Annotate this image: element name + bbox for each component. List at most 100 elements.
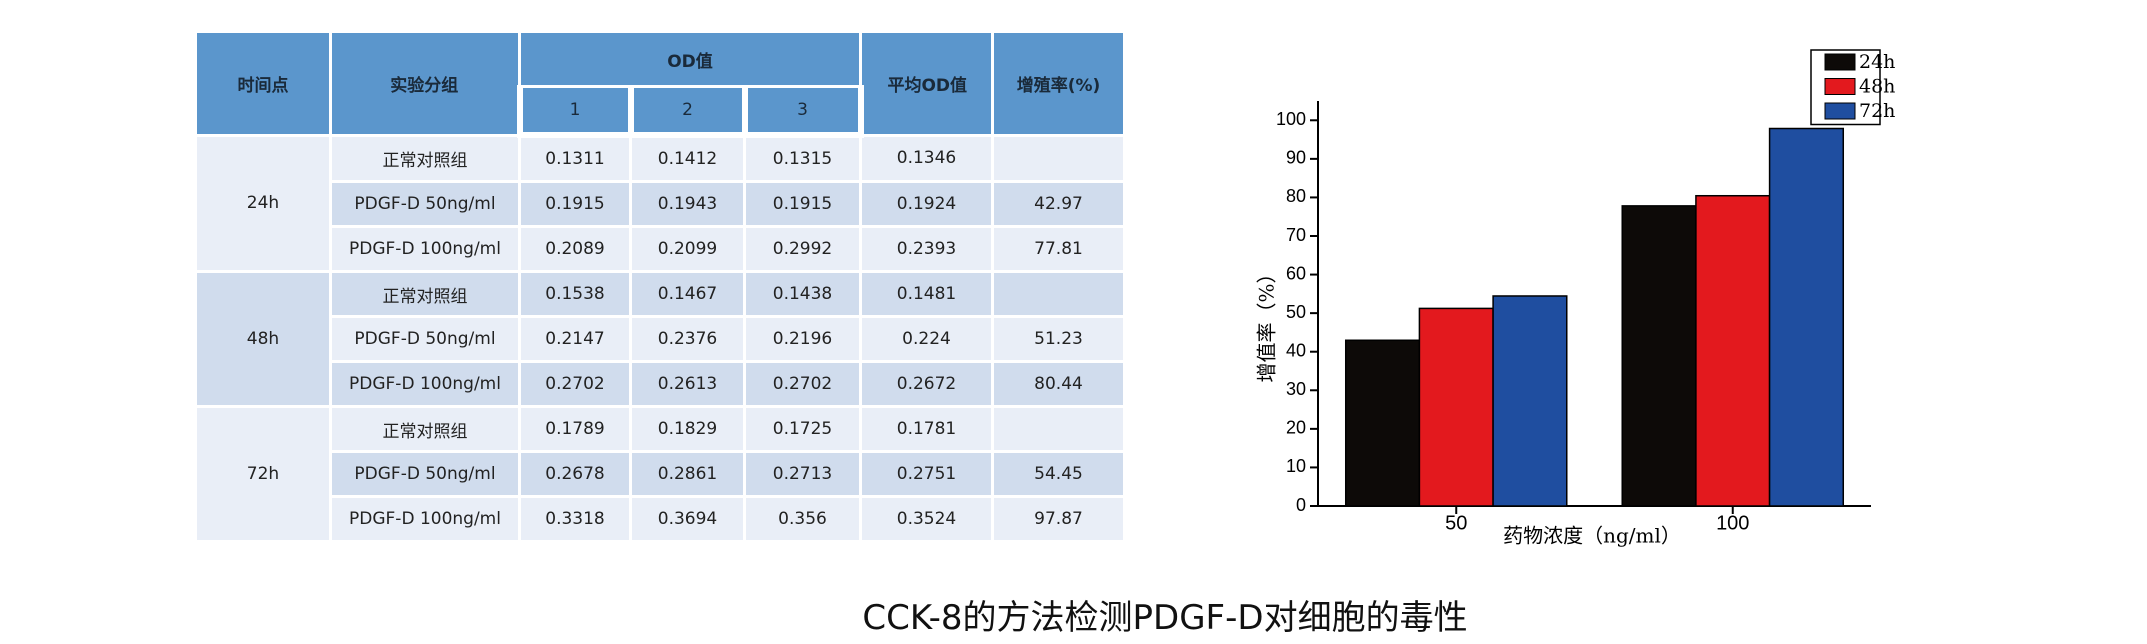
x-axis-label: 药物浓度（ng/ml） (1503, 524, 1681, 548)
table-cell: 0.1311 (518, 133, 632, 183)
table-cell (991, 133, 1127, 183)
table-cell: 0.2393 (859, 225, 995, 273)
y-tick-label: 100 (1276, 109, 1306, 129)
y-tick-label: 20 (1286, 418, 1306, 438)
legend-swatch (1824, 102, 1856, 120)
y-tick-label: 10 (1286, 456, 1306, 476)
y-tick-label: 70 (1286, 225, 1306, 245)
table-cell: 97.87 (991, 495, 1127, 543)
header-cell: 时间点 (194, 30, 332, 137)
table-cell: 0.224 (859, 315, 995, 363)
table-cell: 42.97 (991, 180, 1127, 228)
table-cell: 0.1915 (518, 180, 632, 228)
table-cell: 0.1467 (629, 270, 746, 318)
table-cell: 正常对照组 (329, 270, 521, 318)
header-cell: 增殖率(%) (991, 30, 1127, 137)
table-cell: 48h (194, 270, 332, 408)
y-axis-label: 增值率（%） (1255, 263, 1279, 382)
table-cell: 0.1725 (742, 405, 863, 453)
table-cell: 0.1924 (859, 180, 995, 228)
table-cell: 0.2702 (742, 360, 863, 408)
table-cell: PDGF-D 50ng/ml (329, 180, 521, 228)
table-cell: 0.1781 (859, 405, 995, 453)
table-cell (991, 270, 1127, 318)
bar (1621, 205, 1697, 507)
table-row: PDGF-D 50ng/ml 0.1915 0.1943 0.1915 0.1924 42… (196, 180, 1127, 228)
header-cell: 平均OD值 (859, 30, 995, 137)
table-cell: PDGF-D 100ng/ml (329, 360, 521, 408)
table-cell: 0.3694 (629, 495, 746, 543)
table-cell: 0.2751 (859, 450, 995, 498)
table-cell: 0.3318 (518, 495, 632, 543)
table-cell: 0.2613 (629, 360, 746, 408)
table-cell: 0.2672 (859, 360, 995, 408)
table-cell: 0.1789 (518, 405, 632, 453)
header-cell: 3 (741, 85, 864, 138)
table-cell: 0.2861 (629, 450, 746, 498)
y-tick-label: 40 (1286, 340, 1306, 360)
table-cell: 0.1315 (742, 133, 863, 183)
table-row: 48h 正常对照组 0.1538 0.1467 0.1438 0.1481 (194, 270, 1127, 408)
table-row: 24h 正常对照组 0.1311 0.1412 0.1315 0.1346 (194, 133, 1127, 273)
x-tick-label: 100 (1716, 512, 1749, 534)
table-cell: 0.2713 (742, 450, 863, 498)
table-cell: 0.1481 (859, 270, 995, 318)
caption: CCK-8的方法检测PDGF-D对细胞的毒性 (862, 598, 1468, 638)
table-cell: PDGF-D 50ng/ml (329, 450, 521, 498)
y-tick-label: 60 (1286, 263, 1306, 283)
table-cell: 72h (194, 405, 332, 543)
y-tick-label: 30 (1286, 379, 1306, 399)
y-tick-label: 80 (1286, 186, 1306, 206)
table-row: PDGF-D 50ng/ml 0.2678 0.2861 0.2713 0.2751 54… (196, 450, 1127, 498)
table-cell: PDGF-D 100ng/ml (329, 225, 521, 273)
legend-swatch (1824, 78, 1856, 95)
table-cell (991, 405, 1127, 453)
header-cell: 2 (627, 85, 748, 138)
table-cell: 54.45 (991, 450, 1127, 498)
table-cell: 0.2089 (518, 225, 632, 273)
y-tick-label: 0 (1296, 495, 1306, 515)
table-cell: 0.1943 (629, 180, 746, 228)
legend-label: 24h (1859, 51, 1895, 73)
header-cell: OD值 (517, 30, 863, 88)
table-cell: 0.1915 (742, 180, 863, 228)
table-cell: 0.2099 (629, 225, 746, 273)
x-tick-label: 50 (1445, 512, 1467, 534)
table-cell: 0.2196 (742, 315, 863, 363)
table-cell: 0.1346 (859, 133, 995, 183)
table-cell: 0.2376 (629, 315, 746, 363)
table-cell: PDGF-D 50ng/ml (329, 315, 521, 363)
legend-label: 48h (1859, 76, 1895, 98)
bar (1344, 339, 1421, 507)
table-cell: 正常对照组 (329, 405, 521, 453)
table-cell: 0.2678 (518, 450, 632, 498)
bar (1768, 127, 1845, 507)
table-row: PDGF-D 100ng/ml 0.2702 0.2613 0.2702 0.2672 8… (196, 360, 1127, 408)
table-cell: 0.2147 (518, 315, 632, 363)
table-row: PDGF-D 100ng/ml 0.3318 0.3694 0.356 0.3524 97… (196, 495, 1127, 543)
table-cell: 0.1538 (518, 270, 632, 318)
bar (1418, 307, 1494, 507)
header-cell: 实验分组 (329, 30, 521, 137)
table-cell: 正常对照组 (329, 133, 521, 183)
table-cell: 0.1438 (742, 270, 863, 318)
table-cell: 0.1412 (629, 133, 746, 183)
y-tick-label: 50 (1286, 302, 1306, 322)
table-cell: 0.356 (742, 495, 863, 543)
table-cell: 0.2992 (742, 225, 863, 273)
table-row: PDGF-D 100ng/ml 0.2089 0.2099 0.2992 0.2393 7… (196, 225, 1127, 273)
table-row: 72h 正常对照组 0.1789 0.1829 0.1725 0.1781 (194, 405, 1127, 543)
header-cell: 1 (516, 85, 634, 138)
table-cell: 24h (194, 133, 332, 273)
legend-swatch (1824, 53, 1856, 71)
table-cell: 51.23 (991, 315, 1127, 363)
table-cell: 0.2702 (518, 360, 632, 408)
bar (1695, 194, 1771, 507)
table-cell: 0.3524 (859, 495, 995, 543)
table-cell: 80.44 (991, 360, 1127, 408)
data-table: 时间点 实验分组 OD值 平均OD值 增殖率(%) 1 2 3 24h 正常对照组… (194, 30, 1127, 543)
table-row: PDGF-D 50ng/ml 0.2147 0.2376 0.2196 0.224 51.… (196, 315, 1127, 363)
legend-label: 72h (1859, 100, 1895, 122)
y-tick-label: 90 (1286, 148, 1306, 168)
